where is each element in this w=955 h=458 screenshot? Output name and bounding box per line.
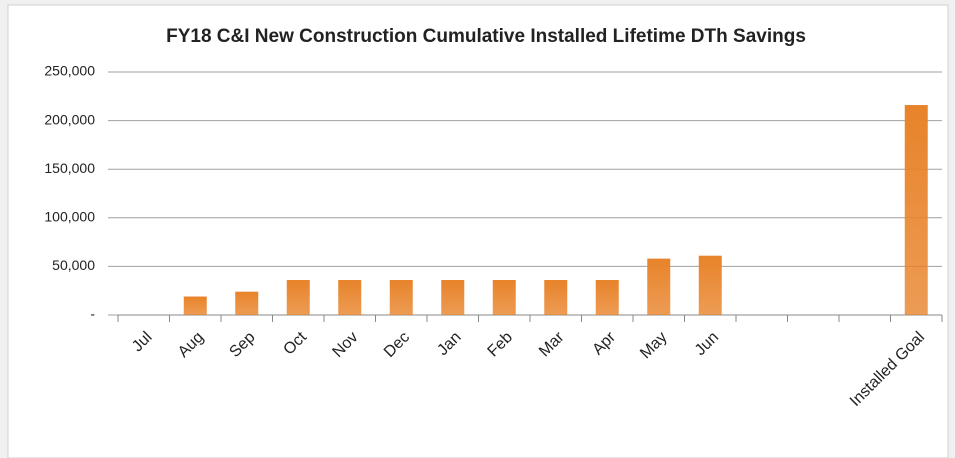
y-tick-label: 250,000 xyxy=(44,63,95,79)
bar xyxy=(286,280,310,315)
bar xyxy=(904,105,928,315)
bar xyxy=(389,280,413,315)
chart-frame xyxy=(7,4,949,458)
bar xyxy=(338,280,362,315)
y-tick-label: 50,000 xyxy=(52,257,95,273)
bar xyxy=(647,258,671,315)
y-tick-label: 200,000 xyxy=(44,111,95,127)
bar xyxy=(492,280,516,315)
bar xyxy=(595,280,619,315)
chart-title: FY18 C&I New Construction Cumulative Ins… xyxy=(166,26,806,47)
bar xyxy=(698,255,722,315)
bar xyxy=(544,280,568,315)
y-tick-label: 150,000 xyxy=(44,160,95,176)
bar xyxy=(183,296,207,315)
y-tick-label: - xyxy=(90,306,95,322)
bar xyxy=(235,291,259,315)
y-tick-label: 100,000 xyxy=(44,209,95,225)
bar xyxy=(441,280,465,315)
